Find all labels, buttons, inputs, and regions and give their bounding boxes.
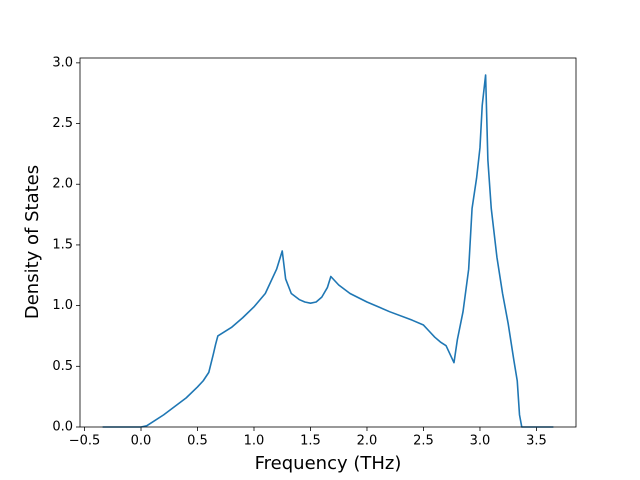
x-tick-label: 2.0 (357, 434, 378, 449)
x-tick-label: 1.5 (300, 434, 321, 449)
y-tick-label: 0.0 (52, 420, 73, 435)
y-tick-label: 1.0 (52, 298, 73, 313)
dos-line (102, 74, 554, 428)
y-tick-label: 2.5 (52, 116, 73, 131)
x-tick-label: 3.0 (470, 434, 491, 449)
y-axis-label: Density of States (22, 165, 43, 319)
x-axis-label: Frequency (THz) (255, 453, 402, 474)
y-tick-label: 1.5 (52, 237, 73, 252)
x-tick-label: 0.5 (187, 434, 208, 449)
y-tick-label: 0.5 (52, 359, 73, 374)
x-tick-label: 1.0 (244, 434, 265, 449)
y-tick-label: 3.0 (52, 55, 73, 70)
x-tick-label: 0.0 (131, 434, 152, 449)
x-tick-label: −0.5 (69, 434, 101, 449)
x-tick-label: 2.5 (413, 434, 434, 449)
x-tick-label: 3.5 (526, 434, 547, 449)
y-tick-label: 2.0 (52, 177, 73, 192)
plot-frame (79, 57, 577, 428)
